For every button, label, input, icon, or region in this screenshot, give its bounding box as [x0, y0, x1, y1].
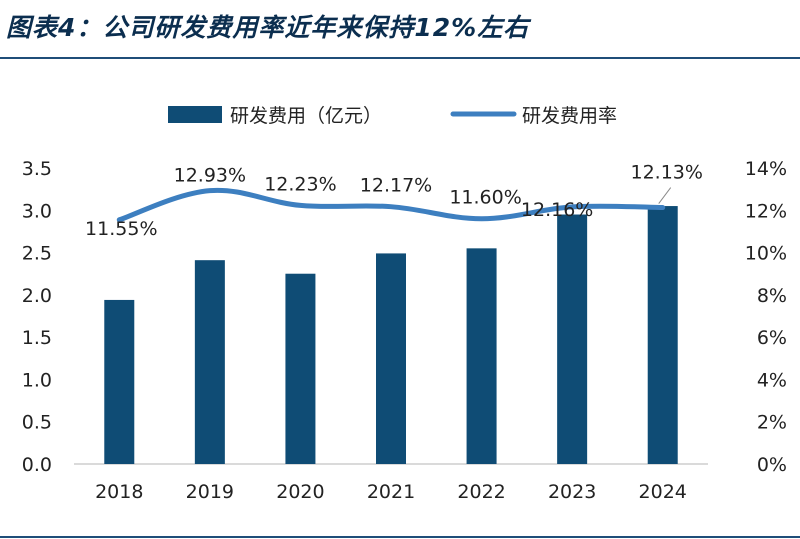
bottom-rule [0, 536, 800, 538]
line-data-label: 11.60% [449, 187, 521, 209]
bar-rd-expense [466, 248, 497, 464]
y-right-tick-label: 10% [745, 243, 787, 265]
y-right-tick-label: 2% [757, 412, 787, 434]
y-left-tick-label: 2.0 [22, 285, 52, 307]
y-left-tick-label: 3.5 [22, 158, 52, 180]
legend-label-bar: 研发费用（亿元） [230, 105, 382, 127]
y-left-tick-label: 1.0 [22, 369, 52, 391]
y-left-tick-label: 0.0 [22, 454, 52, 476]
line-point [118, 219, 120, 221]
bar-series [104, 206, 678, 465]
line-point [209, 190, 211, 192]
data-labels: 11.55% 12.93% 12.23% 12.17% 11.60%12.16% 12.1… [85, 162, 703, 240]
line-point [662, 207, 664, 209]
x-tick-label: 2021 [367, 481, 415, 503]
line-point [571, 206, 573, 208]
line-data-label: 11.55% [85, 218, 157, 240]
bar-rd-expense [647, 206, 678, 465]
y-right-tick-label: 6% [757, 327, 787, 349]
bar-rd-expense [557, 214, 588, 464]
x-tick-label: 2024 [639, 481, 687, 503]
y-left-tick-label: 0.5 [22, 412, 52, 434]
y-left-tick-label: 1.5 [22, 327, 52, 349]
x-tick-label: 2022 [457, 481, 505, 503]
axes: 0.0 0.5 1.0 1.5 2.0 2.5 3.0 3.5 0% 2% 4% 6% 8% 10% 12%… [22, 158, 787, 503]
legend: 研发费用（亿元） 研发费用率 [168, 105, 617, 127]
y-right-tick-label: 4% [757, 369, 787, 391]
line-data-label: 12.93% [174, 165, 246, 187]
y-right-tick-label: 0% [757, 454, 787, 476]
line-series [116, 187, 666, 223]
line-data-label: 12.13% [630, 162, 702, 184]
figure-title: 图表4：公司研发费用率近年来保持12%左右 [6, 13, 530, 42]
y-left-tick-label: 3.0 [22, 200, 52, 222]
bar-rd-expense [376, 253, 406, 464]
x-tick-label: 2020 [276, 481, 324, 503]
legend-label-line: 研发费用率 [522, 105, 617, 127]
x-tick-label: 2023 [548, 481, 596, 503]
y-right-tick-label: 8% [757, 285, 787, 307]
bar-rd-expense [285, 273, 316, 464]
line-data-label: 12.23% [264, 173, 336, 195]
y-right-tick-label: 14% [745, 158, 787, 180]
legend-swatch-bar [168, 106, 222, 123]
line-data-label: 12.17% [360, 175, 432, 197]
x-tick-label: 2018 [95, 481, 143, 503]
line-point [299, 204, 301, 206]
x-tick-label: 2019 [186, 481, 234, 503]
title-rule [0, 57, 800, 59]
bar-rd-expense [194, 260, 225, 464]
y-right-tick-label: 12% [745, 200, 787, 222]
line-point [481, 218, 483, 220]
y-left-tick-label: 2.5 [22, 243, 52, 265]
line-point [390, 206, 392, 208]
bar-rd-expense [104, 299, 135, 464]
line-data-label: 12.16% [521, 199, 593, 221]
label-leader-line [658, 187, 672, 204]
